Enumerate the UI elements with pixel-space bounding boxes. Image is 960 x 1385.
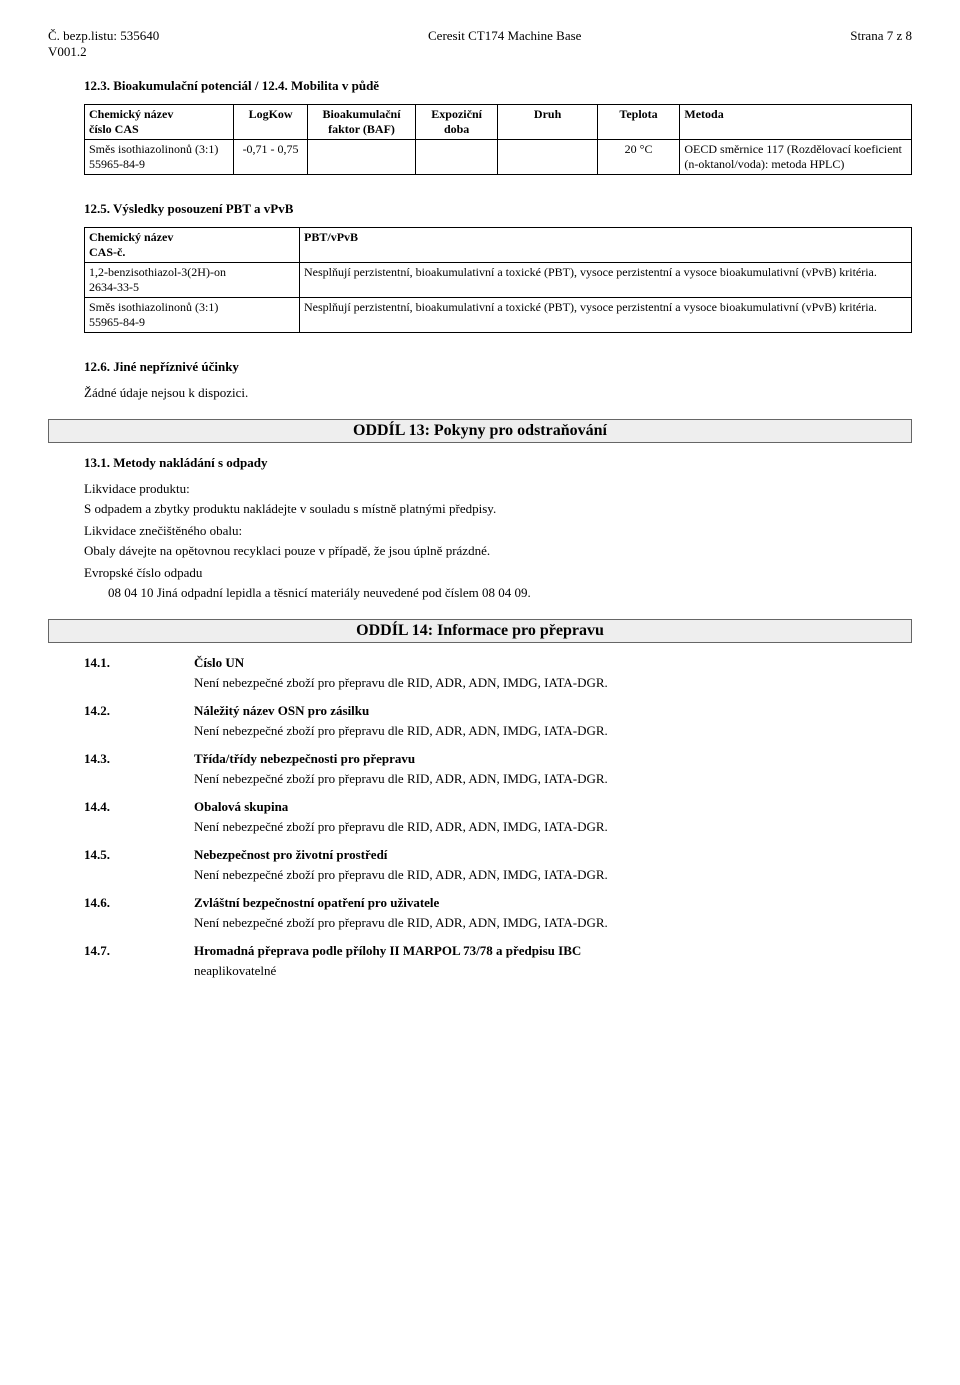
sec-13-1-title: 13.1. Metody nakládání s odpady (84, 455, 912, 471)
col-method: Metoda (680, 105, 912, 140)
banner-section-14: ODDÍL 14: Informace pro přepravu (48, 619, 912, 643)
sec14-num: 14.5. (84, 847, 194, 863)
sec14-item: 14.4.Obalová skupina (84, 799, 912, 815)
sec14-label: Obalová skupina (194, 799, 288, 815)
cell-exp (415, 140, 498, 175)
sec14-label: Hromadná přeprava podle přílohy II MARPO… (194, 943, 581, 959)
col-druh: Druh (498, 105, 597, 140)
cell-temp: 20 °C (597, 140, 680, 175)
col-exp: Expoziční doba (415, 105, 498, 140)
cell-logkow: -0,71 - 0,75 (233, 140, 307, 175)
sec-12-6-title: 12.6. Jiné nepříznivé účinky (84, 359, 912, 375)
table-row: Směs isothiazolinonů (3:1) 55965-84-9 Ne… (85, 298, 912, 333)
cell-pbt: Nesplňují perzistentní, bioakumulativní … (300, 298, 912, 333)
sec14-num: 14.4. (84, 799, 194, 815)
sec14-body: Není nebezpečné zboží pro přepravu dle R… (194, 819, 912, 835)
sec14-label: Náležitý název OSN pro zásilku (194, 703, 369, 719)
sec14-num: 14.1. (84, 655, 194, 671)
table-row: Směs isothiazolinonů (3:1) 55965-84-9 -0… (85, 140, 912, 175)
sec14-item: 14.6.Zvláštní bezpečnostní opatření pro … (84, 895, 912, 911)
header-product: Ceresit CT174 Machine Base (159, 28, 850, 44)
col-baf: Bioakumulační faktor (BAF) (308, 105, 416, 140)
sec14-num: 14.2. (84, 703, 194, 719)
sec14-body: Není nebezpečné zboží pro přepravu dle R… (194, 675, 912, 691)
sec14-body: Není nebezpečné zboží pro přepravu dle R… (194, 723, 912, 739)
sec14-label: Třída/třídy nebezpečnosti pro přepravu (194, 751, 415, 767)
disposal-product-label: Likvidace produktu: (84, 481, 912, 497)
sec14-item: 14.2.Náležitý název OSN pro zásilku (84, 703, 912, 719)
table-header-row: Chemický název číslo CAS LogKow Bioakumu… (85, 105, 912, 140)
cell-pbt: Nesplňují perzistentní, bioakumulativní … (300, 263, 912, 298)
sec14-body: neaplikovatelné (194, 963, 912, 979)
sec14-num: 14.6. (84, 895, 194, 911)
cell-name: 1,2-benzisothiazol-3(2H)-on 2634-33-5 (85, 263, 300, 298)
header-version: V001.2 (48, 44, 912, 60)
sec14-label: Číslo UN (194, 655, 244, 671)
sec14-item: 14.3.Třída/třídy nebezpečnosti pro přepr… (84, 751, 912, 767)
table-pbt: Chemický název CAS-č. PBT/vPvB 1,2-benzi… (84, 227, 912, 333)
sec14-item: 14.7.Hromadná přeprava podle přílohy II … (84, 943, 912, 959)
sec14-label: Nebezpečnost pro životní prostředí (194, 847, 387, 863)
col-logkow: LogKow (233, 105, 307, 140)
header-page: Strana 7 z 8 (850, 28, 912, 44)
sec14-body: Není nebezpečné zboží pro přepravu dle R… (194, 771, 912, 787)
sec14-body: Není nebezpečné zboží pro přepravu dle R… (194, 915, 912, 931)
sec14-num: 14.3. (84, 751, 194, 767)
table-header-row: Chemický název CAS-č. PBT/vPvB (85, 228, 912, 263)
sec14-body: Není nebezpečné zboží pro přepravu dle R… (194, 867, 912, 883)
banner-section-13: ODDÍL 13: Pokyny pro odstraňování (48, 419, 912, 443)
sec14-item: 14.5.Nebezpečnost pro životní prostředí (84, 847, 912, 863)
disposal-pack-text: Obaly dávejte na opětovnou recyklaci pou… (84, 543, 912, 559)
page-header: Č. bezp.listu: 535640 Ceresit CT174 Mach… (48, 28, 912, 44)
table-bioaccum: Chemický název číslo CAS LogKow Bioakumu… (84, 104, 912, 175)
waste-code-label: Evropské číslo odpadu (84, 565, 912, 581)
header-left: Č. bezp.listu: 535640 (48, 28, 159, 44)
sec-12-6-text: Žádné údaje nejsou k dispozici. (84, 385, 912, 401)
col-temp: Teplota (597, 105, 680, 140)
sec-12-3-title: 12.3. Bioakumulační potenciál / 12.4. Mo… (84, 78, 912, 94)
disposal-pack-label: Likvidace znečištěného obalu: (84, 523, 912, 539)
cell-name: Směs isothiazolinonů (3:1) 55965-84-9 (85, 140, 234, 175)
doc-no: 535640 (120, 28, 159, 43)
table-row: 1,2-benzisothiazol-3(2H)-on 2634-33-5 Ne… (85, 263, 912, 298)
cell-baf (308, 140, 416, 175)
col-pbt: PBT/vPvB (300, 228, 912, 263)
col-name: Chemický název CAS-č. (85, 228, 300, 263)
sec14-item: 14.1.Číslo UN (84, 655, 912, 671)
col-name: Chemický název číslo CAS (85, 105, 234, 140)
sec14-label: Zvláštní bezpečnostní opatření pro uživa… (194, 895, 439, 911)
cell-method: OECD směrnice 117 (Rozdělovací koeficien… (680, 140, 912, 175)
sec14-num: 14.7. (84, 943, 194, 959)
waste-code-text: 08 04 10 Jiná odpadní lepidla a těsnicí … (108, 585, 912, 601)
doc-no-label: Č. bezp.listu: (48, 28, 117, 43)
disposal-product-text: S odpadem a zbytky produktu nakládejte v… (84, 501, 912, 517)
cell-name: Směs isothiazolinonů (3:1) 55965-84-9 (85, 298, 300, 333)
sec-12-5-title: 12.5. Výsledky posouzení PBT a vPvB (84, 201, 912, 217)
cell-druh (498, 140, 597, 175)
